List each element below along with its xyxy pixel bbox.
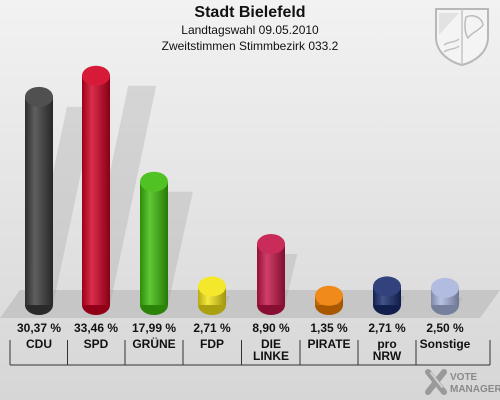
bar-spd <box>82 65 110 315</box>
election-subtitle: Landtagswahl 09.05.2010 <box>181 23 319 37</box>
bar-grüne <box>140 171 168 315</box>
chart-header: Stadt Bielefeld Landtagswahl 09.05.2010 … <box>0 3 500 54</box>
vote-manager-logo: VOTE MANAGER <box>425 369 500 395</box>
bar-top <box>25 86 53 107</box>
value-label: 2,71 % <box>368 321 406 335</box>
bar-body <box>25 96 53 305</box>
category-label: pro NRW <box>373 337 402 363</box>
bar-body <box>257 244 285 305</box>
logo-text-vote: VOTE <box>450 372 478 383</box>
category-label: SPD <box>84 337 109 351</box>
vote-manager-x-icon <box>425 369 447 395</box>
bar-pirate <box>315 285 343 315</box>
bar-body <box>82 75 110 305</box>
bar-top <box>140 171 168 192</box>
district-subtitle: Zweitstimmen Stimmbezirk 033.2 <box>161 39 339 53</box>
bar-sonstige <box>431 277 459 315</box>
category-label: FDP <box>200 337 224 351</box>
value-label: 8,90 % <box>252 321 290 335</box>
category-label: DIE LINKE <box>253 337 289 363</box>
category-label: GRÜNE <box>132 336 175 351</box>
logo-text-manager: MANAGER <box>450 384 500 395</box>
bar-top <box>431 277 459 298</box>
bar-body <box>140 181 168 305</box>
value-label: 30,37 % <box>17 321 61 335</box>
bar-top <box>373 276 401 297</box>
category-label: CDU <box>26 337 52 351</box>
bar-top <box>82 65 110 86</box>
value-label: 2,50 % <box>426 321 464 335</box>
coat-of-arms-icon <box>435 8 489 67</box>
floor-plane <box>0 290 500 318</box>
bar-fdp <box>198 276 226 315</box>
bar-top <box>257 234 285 255</box>
bar-die-linke <box>257 234 285 315</box>
bar-top <box>315 285 343 306</box>
value-label: 33,46 % <box>74 321 118 335</box>
category-label: Sonstige <box>420 337 471 351</box>
value-label: 2,71 % <box>193 321 231 335</box>
bar-pro-nrw <box>373 276 401 315</box>
page-title: Stadt Bielefeld <box>194 4 306 21</box>
bar-top <box>198 276 226 297</box>
category-label: PIRATE <box>307 337 350 351</box>
value-label: 17,99 % <box>132 321 176 335</box>
value-label: 1,35 % <box>310 321 348 335</box>
bar-cdu <box>25 86 53 315</box>
